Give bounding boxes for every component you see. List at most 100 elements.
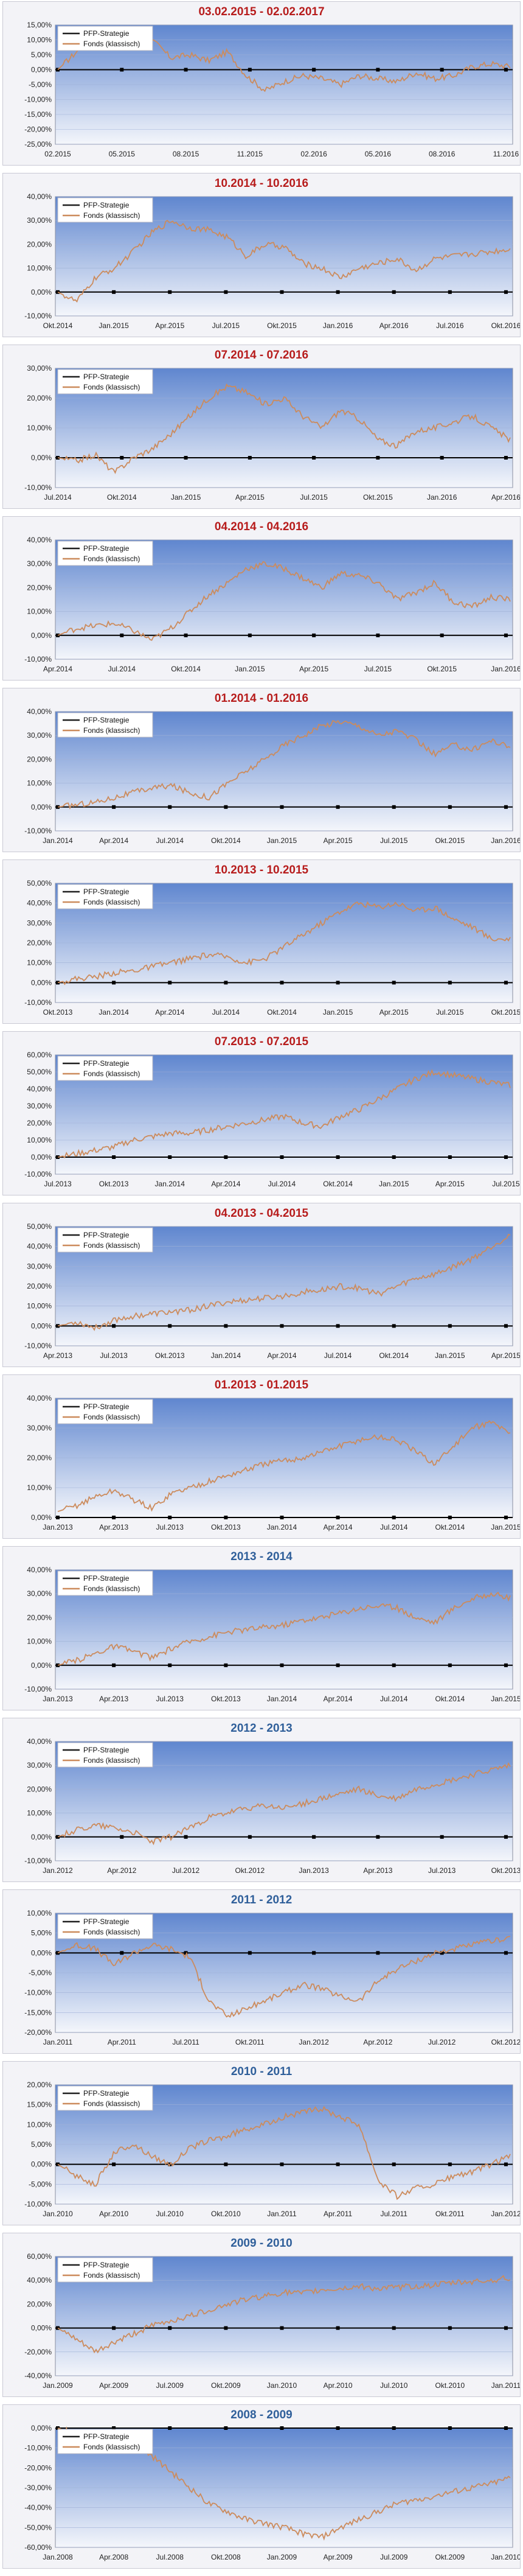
- x-tick-label: Jul.2012: [428, 2038, 456, 2046]
- x-tick-label: Jul.2015: [436, 1008, 464, 1017]
- x-tick-label: Jan.2015: [491, 1695, 520, 1703]
- baseline-marker: [56, 2162, 60, 2166]
- x-tick-label: Jan.2012: [299, 2038, 329, 2046]
- x-tick-label: Jan.2015: [235, 665, 265, 673]
- baseline-marker: [504, 68, 508, 72]
- chart-panel: 2011 - 2012 10,00% 5,00% 0,00% -5,00% -10,00%…: [2, 1889, 521, 2054]
- baseline-marker: [376, 633, 380, 637]
- x-tick-label: Okt.2015: [267, 321, 297, 330]
- y-tick-label: -10,00%: [24, 1685, 52, 1693]
- y-tick-label: 0,00%: [31, 2424, 52, 2432]
- y-tick-label: 10,00%: [27, 607, 52, 616]
- x-tick-label: Okt.2009: [211, 2381, 241, 2390]
- baseline-marker: [112, 805, 116, 809]
- y-tick-label: 10,00%: [27, 2120, 52, 2129]
- y-tick-label: -10,00%: [24, 1170, 52, 1178]
- x-tick-label: Apr.2011: [324, 2210, 352, 2218]
- y-tick-label: -30,00%: [24, 2483, 52, 2492]
- y-tick-label: 0,00%: [31, 631, 52, 640]
- y-tick-label: 0,00%: [31, 2160, 52, 2169]
- x-tick-label: Jan.2014: [267, 1695, 297, 1703]
- legend: [57, 197, 153, 223]
- x-tick-label: Jul.2011: [380, 2210, 407, 2218]
- baseline-marker: [56, 981, 60, 985]
- baseline-marker: [184, 68, 188, 72]
- x-tick-label: Okt.2010: [211, 2210, 241, 2218]
- x-tick-label: Jan.2009: [43, 2381, 73, 2390]
- baseline-marker: [392, 2326, 396, 2330]
- baseline-marker: [248, 1951, 252, 1955]
- baseline-marker: [448, 1324, 452, 1328]
- x-tick-label: Okt.2008: [211, 2553, 241, 2561]
- legend-entry: PFP-Strategie: [83, 1917, 130, 1926]
- x-tick-label: Jul.2014: [212, 1008, 240, 1017]
- y-tick-label: 30,00%: [27, 1102, 52, 1110]
- baseline-marker: [392, 2162, 396, 2166]
- legend-entry: PFP-Strategie: [83, 201, 130, 209]
- baseline-marker: [376, 1951, 380, 1955]
- legend-entry: Fonds (klassisch): [83, 2271, 140, 2280]
- chart-title: 2009 - 2010: [230, 2237, 293, 2250]
- baseline-marker: [168, 1663, 172, 1667]
- y-tick-label: -20,00%: [24, 2348, 52, 2356]
- baseline-marker: [376, 1835, 380, 1839]
- baseline-marker: [448, 981, 452, 985]
- legend: [57, 26, 153, 51]
- legend-entry: Fonds (klassisch): [83, 1413, 140, 1421]
- legend-entry: PFP-Strategie: [83, 544, 130, 553]
- chart-title: 07.2013 - 07.2015: [214, 1035, 309, 1048]
- chart-title: 2012 - 2013: [230, 1722, 293, 1735]
- x-tick-label: Jul.2015: [492, 1180, 520, 1188]
- chart-svg: 60,00%40,00%20,00%0,00%-20,00%-40,00%Jan…: [24, 2252, 520, 2390]
- x-tick-label: Jan.2016: [491, 665, 520, 673]
- y-tick-label: -5,00%: [29, 80, 52, 89]
- x-tick-label: 02.2015: [44, 150, 71, 158]
- x-tick-label: Jul.2014: [268, 1180, 296, 1188]
- baseline-marker: [224, 981, 228, 985]
- legend-entry: PFP-Strategie: [83, 1574, 130, 1583]
- x-tick-label: Jan.2010: [491, 2553, 520, 2561]
- y-tick-label: 50,00%: [27, 1222, 52, 1231]
- y-tick-label: 40,00%: [27, 899, 52, 908]
- chart-svg: 40,00% 30,00% 20,00% 10,00% 0,00% -10,00% Apr.…: [24, 536, 520, 673]
- y-tick-label: 5,00%: [31, 2140, 52, 2149]
- baseline-marker: [504, 805, 508, 809]
- chart-title: 03.02.2015 - 02.02.2017: [198, 5, 325, 18]
- x-tick-label: Jul.2015: [212, 321, 240, 330]
- baseline-marker: [504, 456, 508, 460]
- x-tick-label: Jan.2013: [43, 1695, 73, 1703]
- baseline-marker: [280, 1663, 284, 1667]
- baseline-marker: [336, 1155, 340, 1159]
- y-tick-label: -10,00%: [24, 655, 52, 663]
- y-tick-label: 20,00%: [27, 1613, 52, 1622]
- x-tick-label: Apr.2013: [99, 1523, 128, 1531]
- baseline-marker: [112, 1324, 116, 1328]
- baseline-marker: [312, 1951, 316, 1955]
- baseline-marker: [184, 1951, 188, 1955]
- x-tick-label: Apr.2008: [99, 2553, 128, 2561]
- x-tick-label: Okt.2013: [99, 1180, 129, 1188]
- x-tick-label: Jul.2015: [364, 665, 392, 673]
- x-tick-label: Jan.2015: [171, 493, 201, 502]
- chart-title: 10.2014 - 10.2016: [214, 177, 309, 190]
- baseline-marker: [376, 68, 380, 72]
- x-tick-label: Jan.2010: [267, 2381, 297, 2390]
- y-tick-label: -5,00%: [29, 2180, 52, 2188]
- baseline-marker: [56, 1663, 60, 1667]
- baseline-marker: [504, 1324, 508, 1328]
- baseline-marker: [168, 290, 172, 294]
- x-tick-label: Apr.2015: [155, 321, 184, 330]
- x-tick-label: Apr.2013: [99, 1695, 128, 1703]
- baseline-marker: [448, 2326, 452, 2330]
- y-tick-label: 20,00%: [27, 2300, 52, 2308]
- legend-entry: Fonds (klassisch): [83, 211, 140, 220]
- x-tick-label: Okt.2015: [491, 1008, 520, 1017]
- y-tick-label: 40,00%: [27, 1394, 52, 1402]
- baseline-marker: [280, 1155, 284, 1159]
- x-tick-label: Jan.2015: [491, 1523, 520, 1531]
- baseline-marker: [56, 633, 60, 637]
- baseline-marker: [224, 2426, 228, 2430]
- x-tick-label: Apr.2014: [267, 1351, 296, 1360]
- baseline-marker: [448, 805, 452, 809]
